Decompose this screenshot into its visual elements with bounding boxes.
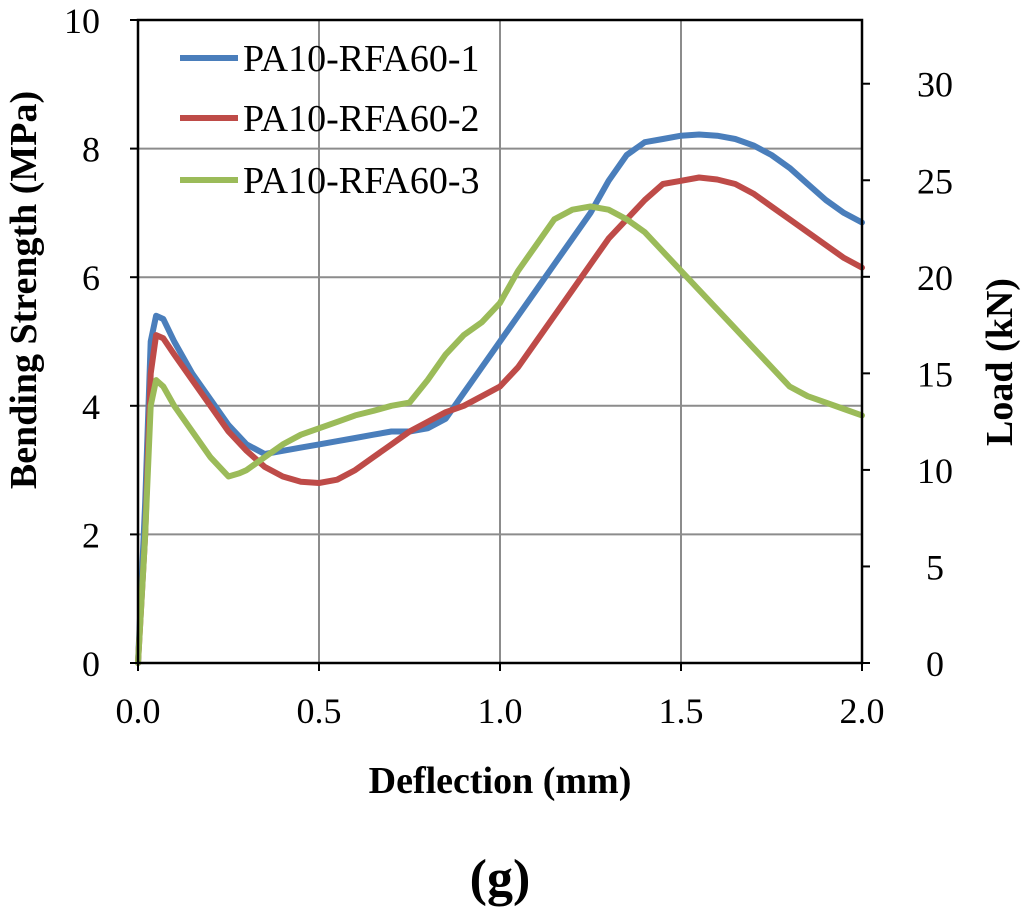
y2-tick-label: 25 (917, 161, 953, 201)
y-tick-label: 10 (64, 1, 100, 41)
y-axis-ticks: 0 2 4 6 8 10 (64, 1, 138, 684)
series-line-3 (135, 203, 865, 666)
y-tick-label: 4 (82, 387, 100, 427)
x-tick-label: 1.0 (478, 691, 523, 731)
x-tick-label: 1.5 (659, 691, 704, 731)
legend: PA10-RFA60-1 PA10-RFA60-2 PA10-RFA60-3 (180, 38, 480, 202)
x-axis-label: Deflection (mm) (369, 760, 632, 802)
y2-axis-ticks: 0 5 10 15 20 25 30 (862, 65, 953, 684)
figure-caption: (g) (470, 850, 531, 907)
y2-axis-label: Load (kN) (979, 278, 1021, 446)
legend-label-series-3: PA10-RFA60-3 (243, 160, 480, 202)
y-tick-label: 6 (82, 258, 100, 298)
y2-tick-label: 5 (926, 547, 944, 587)
y-axis-label: Bending Strength (MPa) (3, 91, 45, 489)
series-line-1 (135, 131, 865, 666)
y2-tick-label: 0 (926, 644, 944, 684)
series-line-2 (135, 174, 865, 666)
y-tick-label: 0 (82, 644, 100, 684)
y-tick-label: 2 (82, 515, 100, 555)
y2-tick-label: 30 (917, 65, 953, 105)
y-tick-label: 8 (82, 130, 100, 170)
legend-label-series-2: PA10-RFA60-2 (243, 98, 480, 140)
x-tick-label: 2.0 (840, 691, 885, 731)
y2-tick-label: 20 (917, 258, 953, 298)
y2-tick-label: 10 (917, 451, 953, 491)
y2-tick-label: 15 (917, 354, 953, 394)
x-axis-ticks: 0.0 0.5 1.0 1.5 2.0 (116, 663, 885, 731)
legend-label-series-1: PA10-RFA60-1 (243, 38, 480, 80)
x-tick-label: 0.0 (116, 691, 161, 731)
series-lines (135, 131, 865, 666)
x-tick-label: 0.5 (297, 691, 342, 731)
gridlines (138, 20, 862, 663)
